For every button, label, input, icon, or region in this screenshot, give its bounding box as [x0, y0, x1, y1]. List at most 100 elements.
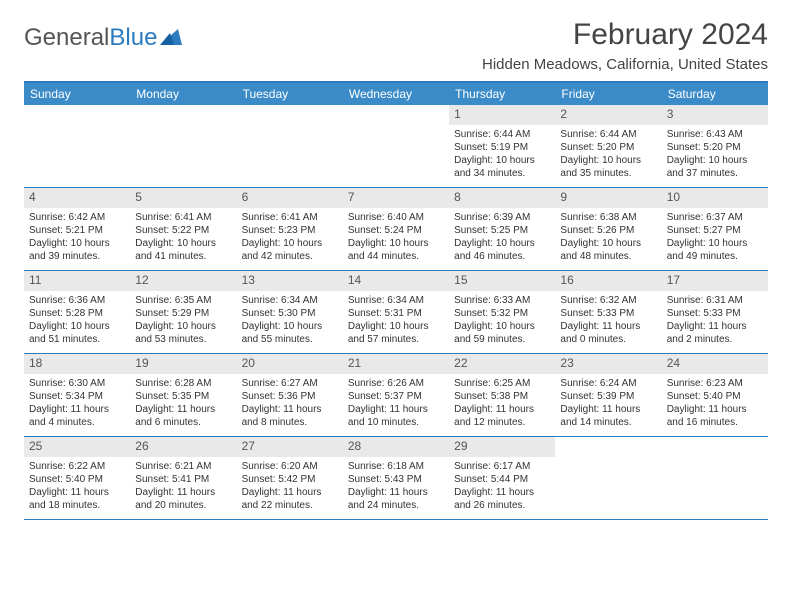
dayhead-friday: Friday [555, 83, 661, 105]
daylight-text: Daylight: 11 hours and 2 minutes. [667, 320, 763, 346]
dayhead-sunday: Sunday [24, 83, 130, 105]
daylight-text: Daylight: 11 hours and 10 minutes. [348, 403, 444, 429]
daylight-text: Daylight: 10 hours and 42 minutes. [242, 237, 338, 263]
sunrise-text: Sunrise: 6:35 AM [135, 294, 231, 307]
sunrise-text: Sunrise: 6:26 AM [348, 377, 444, 390]
sunset-text: Sunset: 5:30 PM [242, 307, 338, 320]
day-cell: 15Sunrise: 6:33 AMSunset: 5:32 PMDayligh… [449, 271, 555, 353]
day-cell: 16Sunrise: 6:32 AMSunset: 5:33 PMDayligh… [555, 271, 661, 353]
day-cell: . [662, 437, 768, 519]
sunrise-text: Sunrise: 6:22 AM [29, 460, 125, 473]
day-number: 2 [555, 105, 661, 125]
daylight-text: Daylight: 11 hours and 14 minutes. [560, 403, 656, 429]
daylight-text: Daylight: 11 hours and 12 minutes. [454, 403, 550, 429]
day-number: 22 [449, 354, 555, 374]
sunrise-text: Sunrise: 6:31 AM [667, 294, 763, 307]
sunset-text: Sunset: 5:44 PM [454, 473, 550, 486]
day-cell: 19Sunrise: 6:28 AMSunset: 5:35 PMDayligh… [130, 354, 236, 436]
day-number: 6 [237, 188, 343, 208]
day-cell: 13Sunrise: 6:34 AMSunset: 5:30 PMDayligh… [237, 271, 343, 353]
daylight-text: Daylight: 11 hours and 6 minutes. [135, 403, 231, 429]
daylight-text: Daylight: 10 hours and 57 minutes. [348, 320, 444, 346]
sunrise-text: Sunrise: 6:32 AM [560, 294, 656, 307]
daylight-text: Daylight: 11 hours and 26 minutes. [454, 486, 550, 512]
dayhead-thursday: Thursday [449, 83, 555, 105]
sunset-text: Sunset: 5:39 PM [560, 390, 656, 403]
day-cell: 25Sunrise: 6:22 AMSunset: 5:40 PMDayligh… [24, 437, 130, 519]
daylight-text: Daylight: 10 hours and 34 minutes. [454, 154, 550, 180]
day-cell: 10Sunrise: 6:37 AMSunset: 5:27 PMDayligh… [662, 188, 768, 270]
sunrise-text: Sunrise: 6:27 AM [242, 377, 338, 390]
sunset-text: Sunset: 5:31 PM [348, 307, 444, 320]
dayhead-tuesday: Tuesday [237, 83, 343, 105]
day-cell: 7Sunrise: 6:40 AMSunset: 5:24 PMDaylight… [343, 188, 449, 270]
sunset-text: Sunset: 5:20 PM [667, 141, 763, 154]
sunrise-text: Sunrise: 6:34 AM [348, 294, 444, 307]
day-number: 4 [24, 188, 130, 208]
dayhead-saturday: Saturday [662, 83, 768, 105]
daylight-text: Daylight: 11 hours and 18 minutes. [29, 486, 125, 512]
sunset-text: Sunset: 5:25 PM [454, 224, 550, 237]
sunrise-text: Sunrise: 6:33 AM [454, 294, 550, 307]
day-number: 21 [343, 354, 449, 374]
day-number: 17 [662, 271, 768, 291]
sunset-text: Sunset: 5:38 PM [454, 390, 550, 403]
daylight-text: Daylight: 11 hours and 22 minutes. [242, 486, 338, 512]
sunrise-text: Sunrise: 6:44 AM [454, 128, 550, 141]
week-row: 25Sunrise: 6:22 AMSunset: 5:40 PMDayligh… [24, 437, 768, 520]
day-cell: 9 Sunrise: 6:38 AMSunset: 5:26 PMDaylight… [555, 188, 661, 270]
sunset-text: Sunset: 5:42 PM [242, 473, 338, 486]
day-cell: 2Sunrise: 6:44 AMSunset: 5:20 PMDaylight… [555, 105, 661, 187]
daylight-text: Daylight: 10 hours and 55 minutes. [242, 320, 338, 346]
sunset-text: Sunset: 5:22 PM [135, 224, 231, 237]
sunset-text: Sunset: 5:40 PM [667, 390, 763, 403]
sunset-text: Sunset: 5:19 PM [454, 141, 550, 154]
day-cell: 23Sunrise: 6:24 AMSunset: 5:39 PMDayligh… [555, 354, 661, 436]
day-cell: 6Sunrise: 6:41 AMSunset: 5:23 PMDaylight… [237, 188, 343, 270]
sunrise-text: Sunrise: 6:30 AM [29, 377, 125, 390]
day-cell: . [343, 105, 449, 187]
day-number: 16 [555, 271, 661, 291]
logo-text-2: Blue [109, 24, 157, 52]
day-number: 12 [130, 271, 236, 291]
dayhead-wednesday: Wednesday [343, 83, 449, 105]
sunset-text: Sunset: 5:24 PM [348, 224, 444, 237]
sunset-text: Sunset: 5:23 PM [242, 224, 338, 237]
day-cell: 21 Sunrise: 6:26 AMSunset: 5:37 PMDayligh… [343, 354, 449, 436]
day-cell: 20Sunrise: 6:27 AMSunset: 5:36 PMDayligh… [237, 354, 343, 436]
sunrise-text: Sunrise: 6:41 AM [135, 211, 231, 224]
day-number: 1 [449, 105, 555, 125]
day-number: 7 [343, 188, 449, 208]
logo-text-1: General [24, 24, 109, 52]
day-number: 28 [343, 437, 449, 457]
weeks-container: ....1Sunrise: 6:44 AMSunset: 5:19 PMDayl… [24, 105, 768, 520]
day-cell: 12Sunrise: 6:35 AMSunset: 5:29 PMDayligh… [130, 271, 236, 353]
sunset-text: Sunset: 5:26 PM [560, 224, 656, 237]
day-number: 9 [555, 188, 661, 208]
sunset-text: Sunset: 5:37 PM [348, 390, 444, 403]
day-number: 15 [449, 271, 555, 291]
sunrise-text: Sunrise: 6:38 AM [560, 211, 656, 224]
day-cell: 17Sunrise: 6:31 AMSunset: 5:33 PMDayligh… [662, 271, 768, 353]
day-cell: 18Sunrise: 6:30 AMSunset: 5:34 PMDayligh… [24, 354, 130, 436]
sunset-text: Sunset: 5:33 PM [560, 307, 656, 320]
day-cell: 1 Sunrise: 6:44 AMSunset: 5:19 PMDaylight… [449, 105, 555, 187]
day-cell: 14Sunrise: 6:34 AMSunset: 5:31 PMDayligh… [343, 271, 449, 353]
sunset-text: Sunset: 5:20 PM [560, 141, 656, 154]
daylight-text: Daylight: 10 hours and 37 minutes. [667, 154, 763, 180]
sunset-text: Sunset: 5:21 PM [29, 224, 125, 237]
day-number: 11 [24, 271, 130, 291]
day-number: 18 [24, 354, 130, 374]
logo: GeneralBlue [24, 18, 182, 52]
day-number: 8 [449, 188, 555, 208]
day-number: 24 [662, 354, 768, 374]
daylight-text: Daylight: 10 hours and 48 minutes. [560, 237, 656, 263]
day-cell: 24Sunrise: 6:23 AMSunset: 5:40 PMDayligh… [662, 354, 768, 436]
sunrise-text: Sunrise: 6:17 AM [454, 460, 550, 473]
day-number: 27 [237, 437, 343, 457]
day-cell: . [24, 105, 130, 187]
day-number: 26 [130, 437, 236, 457]
sunrise-text: Sunrise: 6:21 AM [135, 460, 231, 473]
sunrise-text: Sunrise: 6:24 AM [560, 377, 656, 390]
month-title: February 2024 [482, 18, 768, 52]
